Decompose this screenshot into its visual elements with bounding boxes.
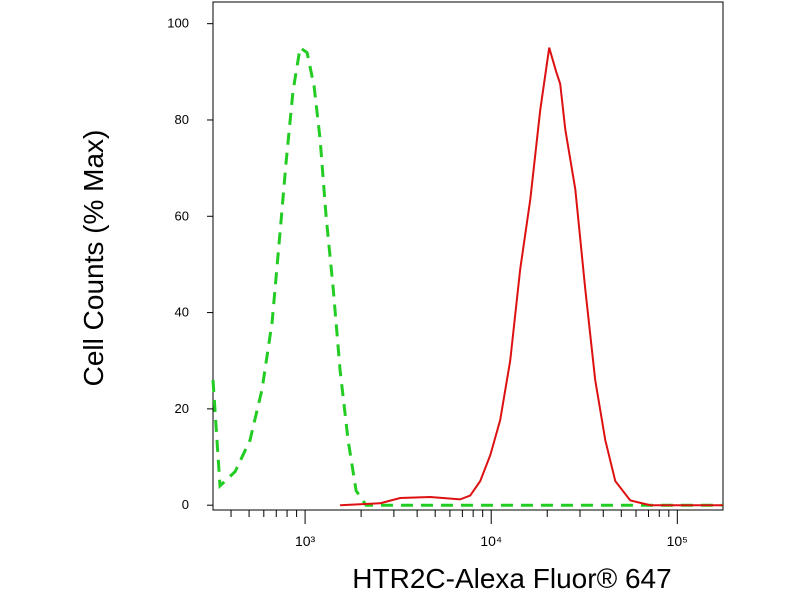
y-tick-label: 60 — [175, 208, 189, 223]
y-tick-label: 80 — [175, 112, 189, 127]
y-tick-label: 40 — [175, 305, 189, 320]
x-tick-label: 10⁴ — [480, 533, 502, 549]
series-line — [211, 45, 723, 507]
x-tick-label: 10⁵ — [667, 533, 688, 549]
plot-frame — [212, 1, 724, 511]
y-tick-label: 100 — [167, 16, 189, 31]
y-tick-label: 20 — [175, 401, 189, 416]
series-line — [340, 47, 723, 507]
y-tick-label: 0 — [182, 497, 189, 512]
x-axis-label: HTR2C-Alexa Fluor® 647 — [352, 563, 671, 594]
y-axis-label: Cell Counts (% Max) — [78, 130, 109, 387]
x-tick-label: 10³ — [295, 533, 316, 549]
